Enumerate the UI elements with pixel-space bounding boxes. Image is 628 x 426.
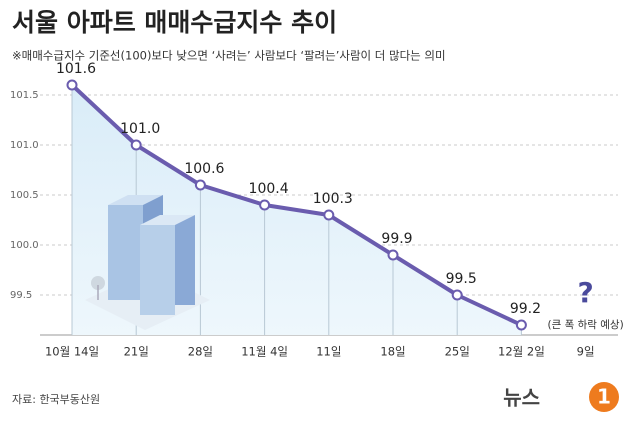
x-tick-label: 11월 4일 bbox=[241, 345, 288, 359]
logo-text: 뉴스 bbox=[503, 386, 540, 410]
point bbox=[451, 289, 463, 301]
annotation: (큰 폭 하락 예상) bbox=[548, 318, 624, 331]
data-label: 100.6 bbox=[184, 161, 224, 177]
data-label: 100.4 bbox=[249, 181, 289, 197]
logo-number: 1 bbox=[597, 385, 611, 409]
y-tick-label: 101.5 bbox=[10, 90, 39, 101]
point bbox=[323, 209, 335, 221]
point bbox=[194, 179, 206, 191]
point bbox=[387, 249, 399, 261]
data-label: 100.3 bbox=[313, 191, 353, 207]
annotation: ? bbox=[577, 276, 593, 309]
x-tick-label: 12월 2일 bbox=[498, 345, 545, 359]
point bbox=[66, 79, 78, 91]
x-tick-label: 25일 bbox=[445, 345, 470, 359]
point bbox=[515, 319, 527, 331]
data-label: 101.6 bbox=[56, 61, 96, 77]
point bbox=[130, 139, 142, 151]
line bbox=[70, 83, 523, 327]
y-tick-label: 99.5 bbox=[10, 290, 32, 301]
y-tick-label: 100.5 bbox=[10, 190, 39, 201]
data-label: 99.9 bbox=[381, 231, 412, 247]
building-illustration bbox=[85, 195, 210, 330]
x-tick-label: 21일 bbox=[124, 345, 149, 359]
logo-badge bbox=[589, 382, 619, 412]
data-label: 99.2 bbox=[510, 301, 541, 317]
point bbox=[259, 199, 271, 211]
data-label: 99.5 bbox=[446, 271, 477, 287]
x-tick-label: 10월 14일 bbox=[45, 345, 99, 359]
x-tick-label: 9일 bbox=[577, 345, 595, 359]
y-tick-label: 100.0 bbox=[10, 240, 39, 251]
source: 자료: 한국부동산원 bbox=[12, 393, 100, 406]
x-tick-label: 18일 bbox=[380, 345, 405, 359]
subtitle: ※매매수급지수 기준선(100)보다 낮으면 ‘사려는’ 사람보다 ‘팔려는’사… bbox=[12, 49, 446, 63]
x-tick-label: 28일 bbox=[188, 345, 213, 359]
data-label: 101.0 bbox=[120, 121, 160, 137]
y-tick-label: 101.0 bbox=[10, 140, 39, 151]
chart-title: 서울 아파트 매매수급지수 추이 bbox=[12, 8, 337, 37]
x-tick-label: 11일 bbox=[316, 345, 341, 359]
